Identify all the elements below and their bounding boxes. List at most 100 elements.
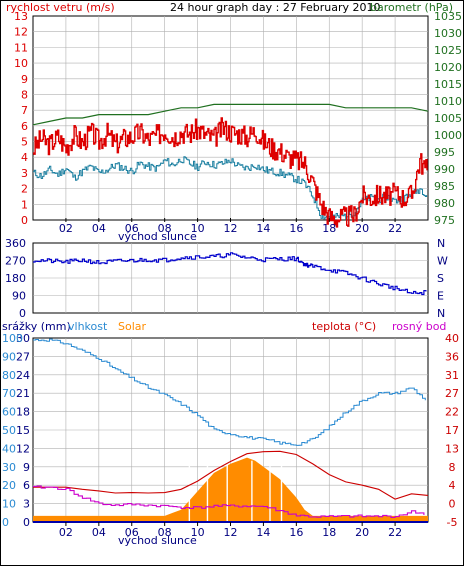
wind-y-tick-label: 5	[21, 136, 28, 149]
temperature-y-tick-label: 8	[449, 461, 456, 474]
x-tick-label: 04	[92, 526, 106, 539]
x-tick-label: 18	[322, 526, 336, 539]
rain-y-tick-label: 27	[16, 350, 30, 363]
wind-y-tick-label: 6	[21, 120, 28, 133]
barometer-y-tick-label: 985	[434, 180, 455, 193]
barometer-y-tick-label: 1010	[434, 95, 462, 108]
wind-speed-line	[33, 117, 428, 228]
solar-axis-label: Solar	[118, 320, 147, 333]
x-tick-label: 04	[92, 222, 106, 235]
direction-y-tick-label: 0	[19, 307, 26, 320]
humidity-y-tick-label: 100	[2, 332, 23, 345]
humidity-axis-label: vlhkost	[68, 320, 108, 333]
temperature-y-tick-label: 22	[445, 406, 459, 419]
barometer-y-tick-label: 975	[434, 214, 455, 227]
x-tick-label: 14	[256, 222, 270, 235]
barometer-y-tick-label: 1025	[434, 44, 462, 57]
x-tick-label: 20	[355, 526, 369, 539]
humidity-line	[33, 338, 426, 446]
wind-y-tick-label: 13	[14, 10, 28, 23]
barometer-axis-label: barometr (hPa)	[370, 1, 453, 14]
wind-y-tick-label: 7	[21, 104, 28, 117]
x-tick-label: 12	[224, 222, 238, 235]
rain-y-tick-label: 21	[16, 387, 30, 400]
dewpoint-line	[33, 485, 425, 519]
barometer-y-tick-label: 1005	[434, 112, 462, 125]
rain-y-tick-label: 15	[16, 424, 30, 437]
barometer-y-tick-label: 1035	[434, 10, 462, 23]
humidity-y-tick-label: 40	[2, 442, 16, 455]
sunrise-label-top: východ slunce	[118, 230, 197, 243]
temperature-y-tick-label: 27	[445, 387, 459, 400]
rain-y-tick-label: 30	[16, 332, 30, 345]
compass-letter: W	[437, 255, 448, 268]
barometer-y-tick-label: 990	[434, 163, 455, 176]
humidity-y-tick-label: 0	[2, 516, 9, 529]
wind-y-tick-label: 10	[14, 57, 28, 70]
compass-letter: N	[437, 237, 445, 250]
wind-y-tick-label: 0	[21, 214, 28, 227]
barometer-line	[32, 103, 429, 126]
x-tick-label: 16	[289, 222, 303, 235]
temperature-y-tick-label: 4	[449, 479, 456, 492]
gust-line	[33, 156, 428, 220]
temperature-y-tick-label: -5	[447, 516, 458, 529]
wind-direction-line	[33, 252, 427, 296]
rain-axis-label: srážky (mm)	[2, 320, 71, 333]
barometer-y-tick-label: 980	[434, 197, 455, 210]
temperature-y-tick-label: 13	[445, 442, 459, 455]
temperature-y-tick-label: 17	[445, 424, 459, 437]
rain-y-tick-label: 12	[16, 442, 30, 455]
rain-y-tick-label: 6	[23, 479, 30, 492]
wind-y-tick-label: 12	[14, 26, 28, 39]
dewpoint-axis-label: rosný bod	[392, 320, 446, 333]
humidity-y-tick-label: 20	[2, 479, 16, 492]
x-tick-label: 22	[388, 526, 402, 539]
humidity-y-tick-label: 50	[2, 424, 16, 437]
barometer-y-tick-label: 1020	[434, 61, 462, 74]
x-tick-label: 10	[191, 526, 205, 539]
humidity-y-tick-label: 30	[2, 461, 16, 474]
x-tick-label: 12	[224, 526, 238, 539]
rain-y-tick-label: 24	[16, 369, 30, 382]
wind-panel: 0123456789101112139759809859909951000100…	[14, 10, 462, 235]
direction-y-tick-label: 90	[12, 290, 26, 303]
barometer-y-tick-label: 1000	[434, 129, 462, 142]
barometer-y-tick-label: 1015	[434, 78, 462, 91]
humidity-y-tick-label: 70	[2, 387, 16, 400]
barometer-y-tick-label: 995	[434, 146, 455, 159]
temperature-line	[33, 450, 429, 500]
humidity-y-tick-label: 80	[2, 369, 16, 382]
temperature-humidity-panel: 0369121518212427300102030405060708090100…	[2, 332, 459, 539]
solar-area	[33, 457, 428, 522]
direction-y-tick-label: 180	[5, 272, 26, 285]
x-tick-label: 02	[59, 526, 73, 539]
wind-y-tick-label: 2	[21, 183, 28, 196]
rain-y-tick-label: 9	[23, 461, 30, 474]
humidity-y-tick-label: 60	[2, 406, 16, 419]
direction-y-tick-label: 270	[5, 255, 26, 268]
x-tick-label: 10	[191, 222, 205, 235]
temperature-y-tick-label: 0	[449, 498, 456, 511]
x-tick-label: 06	[125, 526, 139, 539]
x-tick-label: 08	[158, 526, 172, 539]
compass-letter: N	[437, 307, 445, 320]
sunrise-label-bottom: východ slunce	[118, 534, 197, 547]
rain-y-tick-label: 18	[16, 406, 30, 419]
compass-letter: S	[437, 272, 444, 285]
wind-y-tick-label: 11	[14, 41, 28, 54]
x-tick-label: 02	[59, 222, 73, 235]
wind-y-tick-label: 8	[21, 88, 28, 101]
wind-y-tick-label: 4	[21, 151, 28, 164]
temperature-axis-label: teplota (°C)	[312, 320, 376, 333]
x-tick-label: 14	[256, 526, 270, 539]
humidity-y-tick-label: 10	[2, 498, 16, 511]
wind-y-tick-label: 1	[21, 198, 28, 211]
x-tick-label: 06	[125, 222, 139, 235]
wind-y-tick-label: 3	[21, 167, 28, 180]
x-tick-label: 20	[355, 222, 369, 235]
x-tick-label: 22	[388, 222, 402, 235]
temperature-y-tick-label: 31	[445, 369, 459, 382]
temperature-y-tick-label: 36	[445, 350, 459, 363]
